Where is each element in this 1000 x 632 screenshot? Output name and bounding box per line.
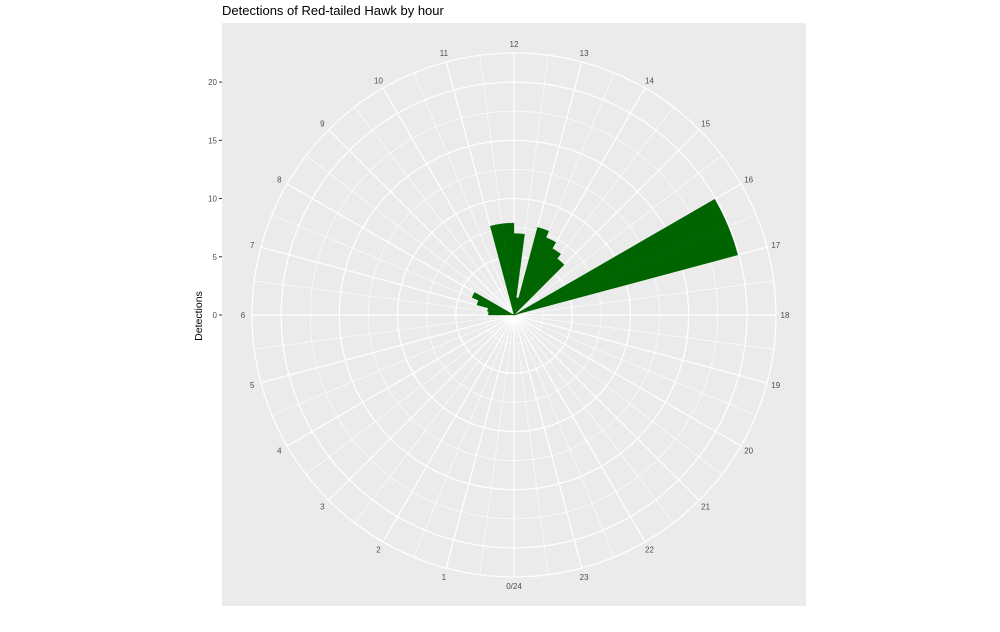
angle-labels: 0/24123456789101112131415161718192021222… — [241, 40, 790, 591]
angle-tick-label: 0/24 — [506, 582, 522, 591]
minor-grid-spoke — [305, 314, 515, 475]
angle-tick-label: 15 — [701, 119, 710, 128]
angle-tick-label: 6 — [241, 311, 246, 320]
bar-wedge — [471, 292, 515, 316]
bar-wedge — [501, 222, 515, 316]
angle-tick-label: 9 — [320, 119, 325, 128]
angle-tick-label: 12 — [510, 40, 519, 49]
minor-grid-spoke — [354, 314, 515, 524]
bar-wedge — [513, 313, 518, 316]
major-grid-spoke — [382, 87, 515, 316]
angle-tick-label: 7 — [250, 241, 255, 250]
major-grid-spoke — [513, 314, 700, 501]
major-grid-spoke — [513, 314, 583, 569]
angle-tick-label: 13 — [580, 49, 589, 58]
angle-tick-label: 16 — [744, 176, 753, 185]
y-tick-label: 0 — [213, 311, 218, 320]
major-grid-spoke — [260, 314, 515, 384]
angle-tick-label: 1 — [442, 573, 447, 582]
bar-wedge — [513, 227, 549, 316]
y-tick-label: 10 — [208, 195, 217, 204]
y-tick-label: 15 — [208, 136, 217, 145]
angle-tick-label: 3 — [320, 503, 325, 512]
angle-tick-label: 14 — [645, 76, 654, 85]
bar-wedge — [513, 248, 562, 316]
minor-grid-spoke — [254, 314, 515, 350]
angle-tick-label: 10 — [374, 76, 383, 85]
angle-tick-label: 17 — [771, 241, 780, 250]
major-grid-spoke — [286, 314, 515, 447]
angle-tick-label: 22 — [645, 546, 654, 555]
angle-tick-label: 23 — [580, 573, 589, 582]
minor-grid-spoke — [513, 155, 723, 316]
major-grid-spoke — [328, 129, 515, 316]
minor-grid-spoke — [513, 314, 549, 575]
minor-grid-spoke — [413, 72, 515, 316]
bar-layer — [471, 198, 739, 316]
grid-layer — [251, 52, 777, 578]
minor-grid-spoke — [305, 155, 515, 316]
angle-tick-label: 21 — [701, 503, 710, 512]
angle-tick-label: 5 — [250, 381, 255, 390]
bar-wedge — [513, 237, 557, 316]
major-grid-spoke — [513, 314, 742, 447]
minor-grid-spoke — [513, 314, 757, 416]
major-grid-spoke — [328, 314, 515, 501]
angle-tick-label: 11 — [440, 49, 449, 58]
major-grid-spoke — [513, 314, 768, 384]
bar-wedge — [513, 258, 565, 316]
minor-grid-spoke — [513, 314, 774, 350]
chart-title: Detections of Red-tailed Hawk by hour — [222, 3, 445, 18]
major-grid-spoke — [513, 314, 646, 543]
y-axis: 0 5 10 15 20 — [208, 78, 222, 320]
minor-grid-spoke — [479, 314, 515, 575]
angle-tick-label: 4 — [277, 447, 282, 456]
minor-grid-spoke — [513, 314, 674, 524]
major-grid-spoke — [445, 314, 515, 569]
angle-tick-label: 8 — [277, 176, 282, 185]
minor-grid-spoke — [513, 314, 723, 475]
angle-tick-label: 19 — [771, 381, 780, 390]
y-tick-label: 5 — [213, 253, 218, 262]
bar-wedge — [513, 226, 739, 316]
minor-grid-spoke — [513, 280, 774, 316]
minor-grid-spoke — [271, 314, 515, 416]
minor-grid-spoke — [254, 280, 515, 316]
minor-grid-spoke — [413, 314, 515, 558]
major-grid-spoke — [382, 314, 515, 543]
angle-tick-label: 2 — [376, 546, 381, 555]
y-tick-label: 20 — [208, 78, 217, 87]
angle-tick-label: 18 — [781, 311, 790, 320]
minor-grid-spoke — [354, 106, 515, 316]
major-grid-spoke — [260, 246, 515, 316]
y-axis-title: Detections — [193, 291, 205, 341]
bar-wedge — [513, 233, 525, 316]
angle-tick-label: 20 — [744, 447, 753, 456]
minor-grid-spoke — [513, 314, 615, 558]
